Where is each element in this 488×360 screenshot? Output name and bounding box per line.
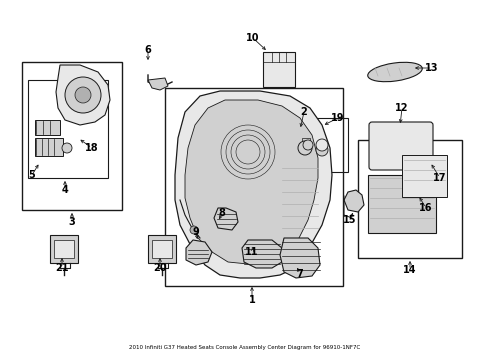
Text: 2: 2 — [300, 107, 307, 117]
Bar — [293, 118, 347, 172]
Bar — [54, 240, 74, 258]
Ellipse shape — [367, 62, 422, 82]
Polygon shape — [175, 91, 331, 278]
Bar — [50, 235, 78, 263]
Bar — [164, 88, 342, 286]
Polygon shape — [242, 240, 282, 268]
Text: 20: 20 — [153, 263, 166, 273]
Text: 7: 7 — [296, 269, 303, 279]
Circle shape — [315, 139, 327, 151]
Polygon shape — [184, 100, 317, 264]
Polygon shape — [185, 240, 212, 265]
Text: 11: 11 — [245, 247, 258, 257]
Circle shape — [303, 140, 312, 150]
Polygon shape — [343, 190, 363, 212]
Circle shape — [65, 77, 101, 113]
Circle shape — [75, 87, 91, 103]
Text: 8: 8 — [218, 208, 225, 218]
Text: 2010 Infiniti G37 Heated Seats Console Assembly Center Diagram for 96910-1NF7C: 2010 Infiniti G37 Heated Seats Console A… — [129, 346, 359, 351]
Text: 3: 3 — [68, 217, 75, 227]
Bar — [263, 52, 294, 87]
Text: 19: 19 — [330, 113, 344, 123]
Text: 14: 14 — [403, 265, 416, 275]
Bar — [28, 80, 108, 178]
FancyBboxPatch shape — [368, 122, 432, 170]
Bar — [152, 240, 172, 258]
Text: 1: 1 — [248, 295, 255, 305]
Text: 18: 18 — [85, 143, 99, 153]
Polygon shape — [56, 65, 110, 125]
Bar — [22, 62, 122, 210]
Circle shape — [297, 141, 311, 155]
Bar — [302, 138, 309, 148]
Bar — [35, 138, 63, 156]
Text: 13: 13 — [425, 63, 438, 73]
Text: 6: 6 — [144, 45, 151, 55]
Bar — [401, 155, 446, 197]
Text: 5: 5 — [29, 170, 35, 180]
Bar — [148, 235, 176, 263]
Polygon shape — [148, 78, 168, 90]
Polygon shape — [214, 208, 238, 230]
Text: 10: 10 — [246, 33, 259, 43]
Text: 12: 12 — [394, 103, 408, 113]
Bar — [357, 140, 461, 258]
Bar — [367, 175, 435, 233]
Polygon shape — [280, 238, 319, 278]
Text: 16: 16 — [418, 203, 432, 213]
Text: 9: 9 — [192, 227, 199, 237]
Text: 4: 4 — [61, 185, 68, 195]
Circle shape — [190, 226, 198, 234]
Text: 15: 15 — [343, 215, 356, 225]
Circle shape — [315, 144, 327, 156]
Text: 17: 17 — [432, 173, 446, 183]
Bar — [35, 120, 60, 135]
Text: 21: 21 — [55, 263, 69, 273]
Circle shape — [62, 143, 72, 153]
